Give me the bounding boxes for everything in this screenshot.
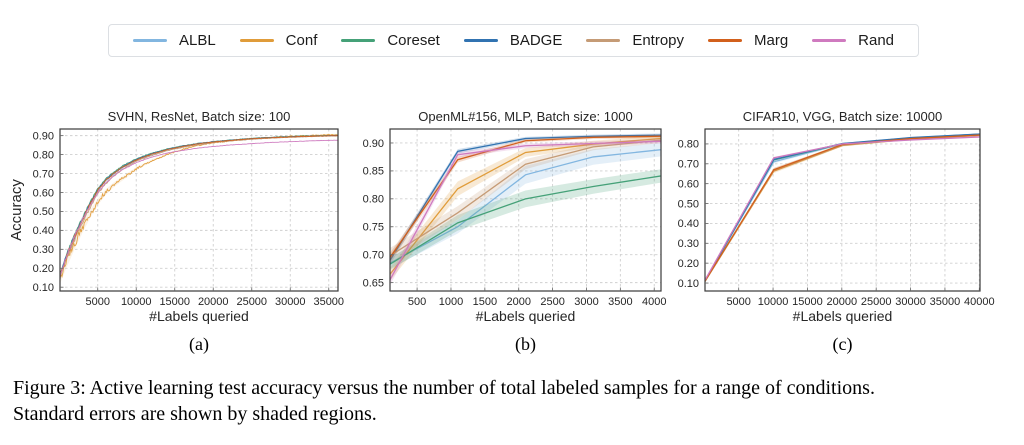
- svg-text:CIFAR10, VGG, Batch size: 1000: CIFAR10, VGG, Batch size: 10000: [743, 109, 942, 124]
- svg-text:0.75: 0.75: [363, 222, 384, 234]
- svg-text:3500: 3500: [608, 296, 632, 308]
- legend-label: Conf: [285, 32, 318, 49]
- chart-a: 5000 10000 15000 20000 25000 30000 35000 0.10 0.…: [8, 109, 344, 324]
- svg-text:15000: 15000: [792, 296, 823, 308]
- legend-line-icon: [239, 38, 274, 43]
- svg-text:0.10: 0.10: [678, 278, 699, 290]
- svg-text:25000: 25000: [861, 296, 892, 308]
- svg-text:35000: 35000: [313, 296, 344, 308]
- svg-text:2000: 2000: [506, 296, 530, 308]
- legend-item-conf: Conf: [239, 32, 318, 49]
- svg-text:#Labels queried: #Labels queried: [793, 308, 893, 324]
- svg-text:0.20: 0.20: [33, 263, 54, 275]
- legend-label: BADGE: [509, 32, 563, 49]
- svg-text:1500: 1500: [473, 296, 497, 308]
- legend-item-rand: Rand: [812, 32, 894, 49]
- svg-text:25000: 25000: [236, 296, 267, 308]
- svg-text:0.70: 0.70: [678, 159, 699, 171]
- legend-line-icon: [463, 38, 498, 43]
- svg-text:5000: 5000: [85, 296, 109, 308]
- legend-item-badge: BADGE: [463, 32, 563, 49]
- legend-label: Coreset: [387, 32, 440, 49]
- svg-text:20000: 20000: [198, 296, 229, 308]
- legend-item-albl: ALBL: [133, 32, 216, 49]
- figure-caption: Figure 3: Active learning test accuracy …: [13, 375, 1018, 427]
- svg-text:10000: 10000: [121, 296, 152, 308]
- subplot-label-a: (a): [189, 334, 209, 354]
- svg-text:0.80: 0.80: [363, 194, 384, 206]
- svg-text:0.85: 0.85: [363, 166, 384, 178]
- legend-label: Rand: [858, 32, 894, 49]
- svg-text:0.30: 0.30: [33, 244, 54, 256]
- svg-text:0.20: 0.20: [678, 258, 699, 270]
- svg-text:30000: 30000: [895, 296, 926, 308]
- svg-text:3000: 3000: [574, 296, 598, 308]
- svg-text:30000: 30000: [275, 296, 306, 308]
- svg-text:40000: 40000: [964, 296, 995, 308]
- svg-text:Accuracy: Accuracy: [8, 179, 25, 241]
- legend-line-icon: [133, 38, 167, 43]
- svg-text:35000: 35000: [930, 296, 961, 308]
- legend-line-icon: [341, 38, 376, 43]
- legend-item-marg: Marg: [707, 32, 789, 49]
- svg-text:#Labels queried: #Labels queried: [149, 308, 249, 324]
- svg-text:OpenML#156, MLP, Batch size: 1: OpenML#156, MLP, Batch size: 1000: [418, 109, 632, 124]
- legend-line-icon: [707, 38, 742, 43]
- svg-text:0.80: 0.80: [33, 149, 54, 161]
- svg-text:0.10: 0.10: [33, 282, 54, 294]
- svg-text:0.65: 0.65: [363, 277, 384, 289]
- legend-label: ALBL: [179, 32, 216, 49]
- svg-text:0.50: 0.50: [678, 198, 699, 210]
- svg-text:0.80: 0.80: [678, 139, 699, 151]
- svg-text:2500: 2500: [540, 296, 564, 308]
- svg-text:0.90: 0.90: [33, 130, 54, 142]
- legend-item-entropy: Entropy: [586, 32, 684, 49]
- svg-text:0.30: 0.30: [678, 238, 699, 250]
- svg-text:0.60: 0.60: [678, 178, 699, 190]
- svg-text:15000: 15000: [159, 296, 190, 308]
- chart-c: 5000 10000 15000 20000 25000 30000 35000 40000 0…: [678, 109, 995, 324]
- svg-text:500: 500: [408, 296, 426, 308]
- chart-legend: ALBL Conf Coreset BADGE Entropy Marg Rand: [108, 24, 919, 57]
- legend-line-icon: [586, 38, 621, 43]
- legend-label: Entropy: [632, 32, 685, 49]
- svg-text:5000: 5000: [726, 296, 750, 308]
- subplot-label-b: (b): [515, 334, 536, 354]
- svg-text:4000: 4000: [642, 296, 666, 308]
- chart-b: 500 1000 1500 2000 2500 3000 3500 4000 0.65 0.70 0…: [363, 109, 667, 324]
- svg-text:20000: 20000: [827, 296, 858, 308]
- svg-text:0.60: 0.60: [33, 187, 54, 199]
- svg-text:0.50: 0.50: [33, 206, 54, 218]
- svg-text:1000: 1000: [439, 296, 463, 308]
- svg-text:0.70: 0.70: [363, 249, 384, 261]
- svg-text:10000: 10000: [758, 296, 789, 308]
- svg-text:#Labels queried: #Labels queried: [476, 308, 576, 324]
- subplot-label-c: (c): [832, 334, 853, 354]
- legend-item-coreset: Coreset: [341, 32, 440, 49]
- svg-text:0.40: 0.40: [678, 218, 699, 230]
- caption-line-1: Figure 3: Active learning test accuracy …: [13, 377, 875, 399]
- svg-text:0.90: 0.90: [363, 138, 384, 150]
- svg-text:SVHN, ResNet, Batch size: 100: SVHN, ResNet, Batch size: 100: [108, 109, 291, 124]
- svg-text:0.40: 0.40: [33, 225, 54, 237]
- legend-label: Marg: [753, 32, 789, 49]
- svg-text:0.70: 0.70: [33, 168, 54, 180]
- caption-line-2: Standard errors are shown by shaded regi…: [13, 403, 377, 425]
- legend-line-icon: [812, 38, 847, 43]
